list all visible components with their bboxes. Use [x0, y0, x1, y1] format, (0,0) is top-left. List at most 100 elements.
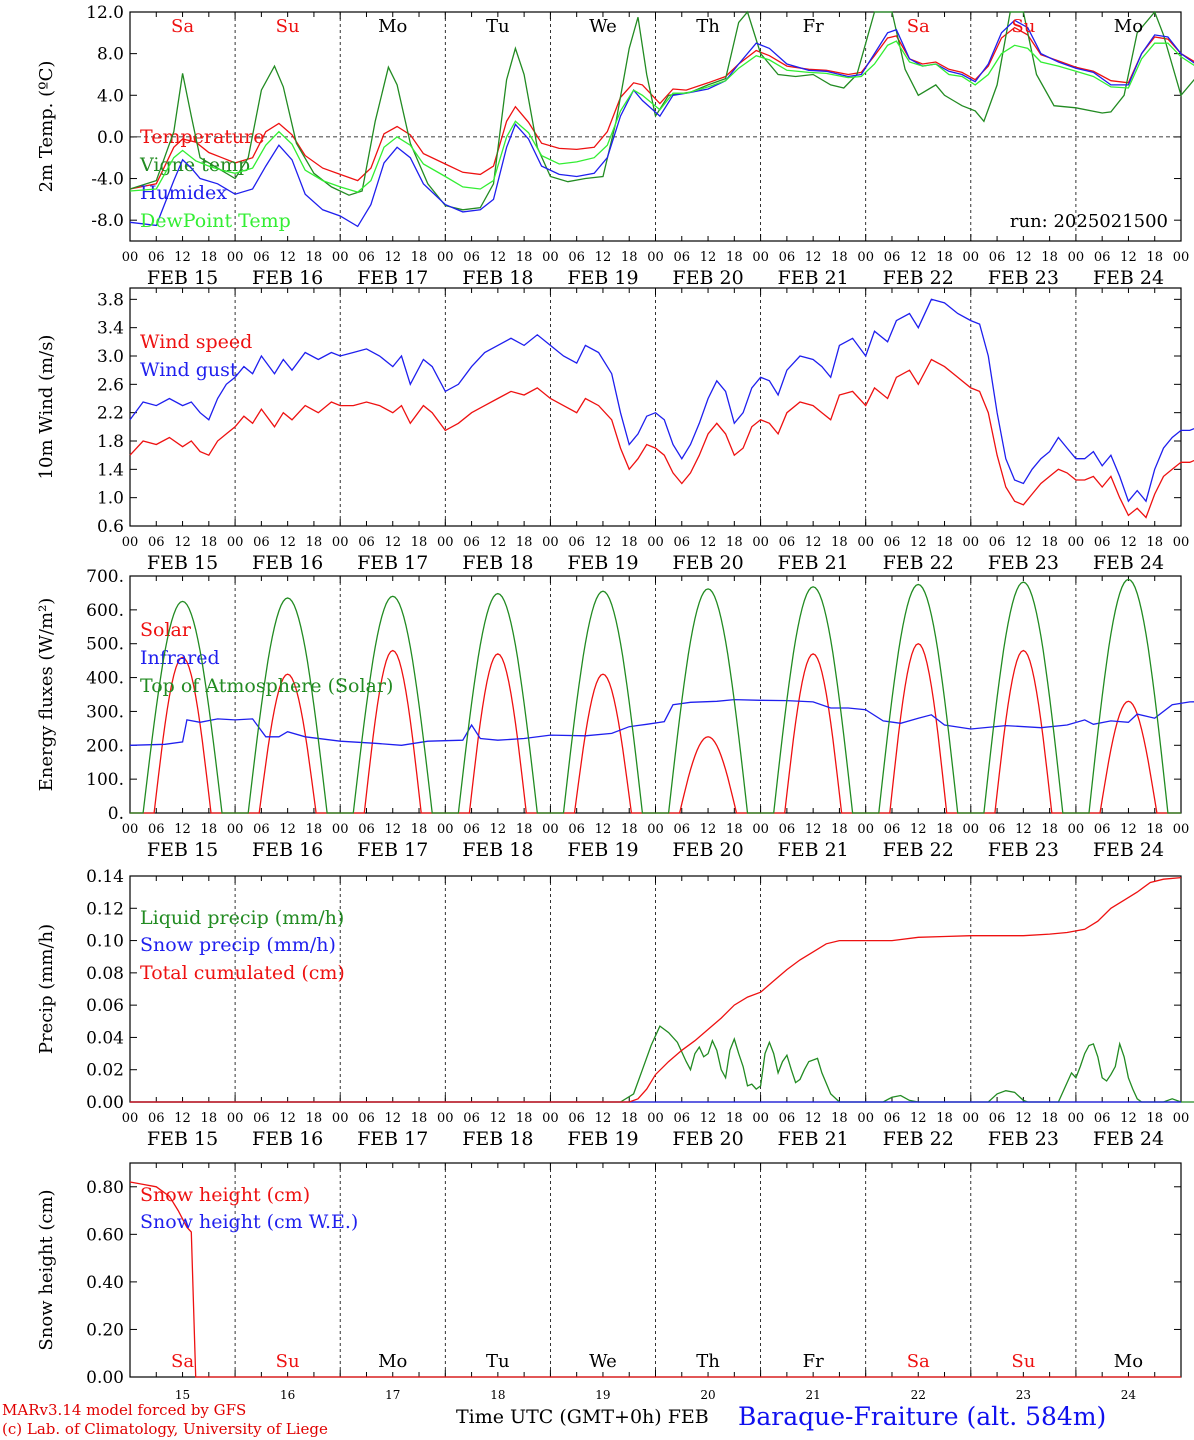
- y-tick-label: 0.80: [86, 1178, 124, 1198]
- day-number-label: 17: [385, 1388, 400, 1402]
- hour-tick-label: 12: [1120, 535, 1137, 550]
- weekday-label: Mo: [378, 16, 407, 37]
- hour-tick-label: 12: [700, 822, 717, 837]
- run-annotation: run: 2025021500: [1010, 211, 1168, 232]
- y-tick-label: 0.: [108, 804, 124, 824]
- date-label: FEB 23: [988, 839, 1059, 861]
- hour-tick-label: 18: [726, 535, 743, 550]
- hour-tick-label: 00: [332, 535, 349, 550]
- weekday-label: Fr: [803, 1351, 824, 1372]
- hour-tick-label: 00: [647, 250, 664, 265]
- hour-tick-label: 12: [279, 1111, 296, 1126]
- hour-tick-label: 06: [568, 1111, 585, 1126]
- hour-tick-label: 18: [516, 1111, 533, 1126]
- hour-tick-label: 00: [227, 250, 244, 265]
- weekday-label: Sa: [907, 1351, 930, 1372]
- hour-tick-label: 12: [1120, 250, 1137, 265]
- y-tick-label: 0.6: [97, 517, 124, 537]
- date-label: FEB 20: [672, 552, 743, 574]
- hour-tick-label: 18: [411, 535, 428, 550]
- hour-tick-label: 18: [726, 250, 743, 265]
- hour-tick-label: 12: [1120, 822, 1137, 837]
- date-label: FEB 20: [672, 267, 743, 289]
- date-label: FEB 22: [883, 267, 954, 289]
- hour-tick-label: 00: [227, 822, 244, 837]
- hour-tick-label: 18: [1146, 250, 1163, 265]
- hour-tick-label: 18: [411, 822, 428, 837]
- hour-tick-label: 12: [279, 822, 296, 837]
- hour-tick-label: 00: [227, 535, 244, 550]
- y-tick-label: 0.10: [86, 932, 124, 952]
- hour-tick-label: 00: [752, 822, 769, 837]
- y-tick-label: 700.: [86, 567, 124, 587]
- date-label: FEB 24: [1093, 267, 1164, 289]
- hour-tick-label: 12: [700, 535, 717, 550]
- hour-tick-label: 00: [1068, 822, 1085, 837]
- hour-tick-label: 12: [595, 535, 612, 550]
- date-label: FEB 22: [883, 1128, 954, 1150]
- hour-tick-label: 00: [857, 1111, 874, 1126]
- hour-tick-label: 12: [490, 250, 507, 265]
- date-label: FEB 16: [252, 552, 323, 574]
- y-tick-label: 100.: [86, 770, 124, 790]
- series-line-total-cumulated-cm-: [130, 876, 1182, 1103]
- series-line-humidex: [129, 19, 1194, 228]
- hour-tick-label: 00: [332, 1111, 349, 1126]
- hour-tick-label: 18: [306, 535, 323, 550]
- y-tick-label: 0.20: [86, 1320, 124, 1340]
- hour-tick-label: 12: [700, 1111, 717, 1126]
- series-line-infrared: [129, 698, 1194, 746]
- hour-tick-label: 12: [384, 822, 401, 837]
- hour-tick-label: 18: [516, 822, 533, 837]
- hour-tick-label: 06: [148, 535, 165, 550]
- series-line-snow-height-cm-: [129, 1181, 1181, 1378]
- weekday-label: Su: [1011, 16, 1035, 37]
- hour-tick-label: 12: [490, 535, 507, 550]
- date-label: FEB 21: [778, 267, 849, 289]
- date-label: FEB 18: [462, 267, 533, 289]
- hour-tick-label: 12: [910, 1111, 927, 1126]
- hour-tick-label: 12: [700, 250, 717, 265]
- hour-tick-label: 06: [358, 1111, 375, 1126]
- hour-tick-label: 18: [621, 250, 638, 265]
- hour-tick-label: 00: [437, 1111, 454, 1126]
- date-label: FEB 23: [988, 267, 1059, 289]
- hour-tick-label: 00: [963, 822, 980, 837]
- date-label: FEB 24: [1093, 552, 1164, 574]
- hour-tick-label: 06: [674, 535, 691, 550]
- date-label: FEB 16: [252, 839, 323, 861]
- hour-tick-label: 12: [174, 1111, 191, 1126]
- hour-tick-label: 00: [542, 1111, 559, 1126]
- date-label: FEB 17: [357, 839, 428, 861]
- date-label: FEB 19: [567, 839, 638, 861]
- hour-tick-label: 06: [884, 1111, 901, 1126]
- date-label: FEB 20: [672, 1128, 743, 1150]
- hour-tick-label: 06: [989, 822, 1006, 837]
- hour-tick-label: 00: [542, 535, 559, 550]
- day-number-label: 23: [1016, 1388, 1031, 1402]
- date-label: FEB 21: [778, 552, 849, 574]
- y-tick-label: 0.0: [97, 128, 124, 148]
- y-tick-label: 2.2: [97, 404, 124, 424]
- hour-tick-label: 00: [647, 822, 664, 837]
- date-label: FEB 23: [988, 552, 1059, 574]
- hour-tick-label: 00: [752, 1111, 769, 1126]
- date-label: FEB 23: [988, 1128, 1059, 1150]
- hour-tick-label: 00: [857, 535, 874, 550]
- hour-tick-label: 18: [1041, 535, 1058, 550]
- hour-tick-label: 18: [201, 250, 218, 265]
- hour-tick-label: 18: [516, 250, 533, 265]
- hour-tick-label: 12: [384, 1111, 401, 1126]
- hour-tick-label: 06: [884, 822, 901, 837]
- hour-tick-label: 00: [857, 250, 874, 265]
- hour-tick-label: 18: [726, 1111, 743, 1126]
- hour-tick-label: 00: [227, 1111, 244, 1126]
- y-axis-title: Precip (mm/h): [36, 924, 57, 1054]
- hour-tick-label: 12: [595, 1111, 612, 1126]
- hour-tick-label: 06: [253, 822, 270, 837]
- hour-tick-label: 06: [1094, 822, 1111, 837]
- date-label: FEB 20: [672, 839, 743, 861]
- hour-tick-label: 06: [358, 535, 375, 550]
- legend-entry: Infrared: [140, 647, 220, 669]
- date-label: FEB 17: [357, 267, 428, 289]
